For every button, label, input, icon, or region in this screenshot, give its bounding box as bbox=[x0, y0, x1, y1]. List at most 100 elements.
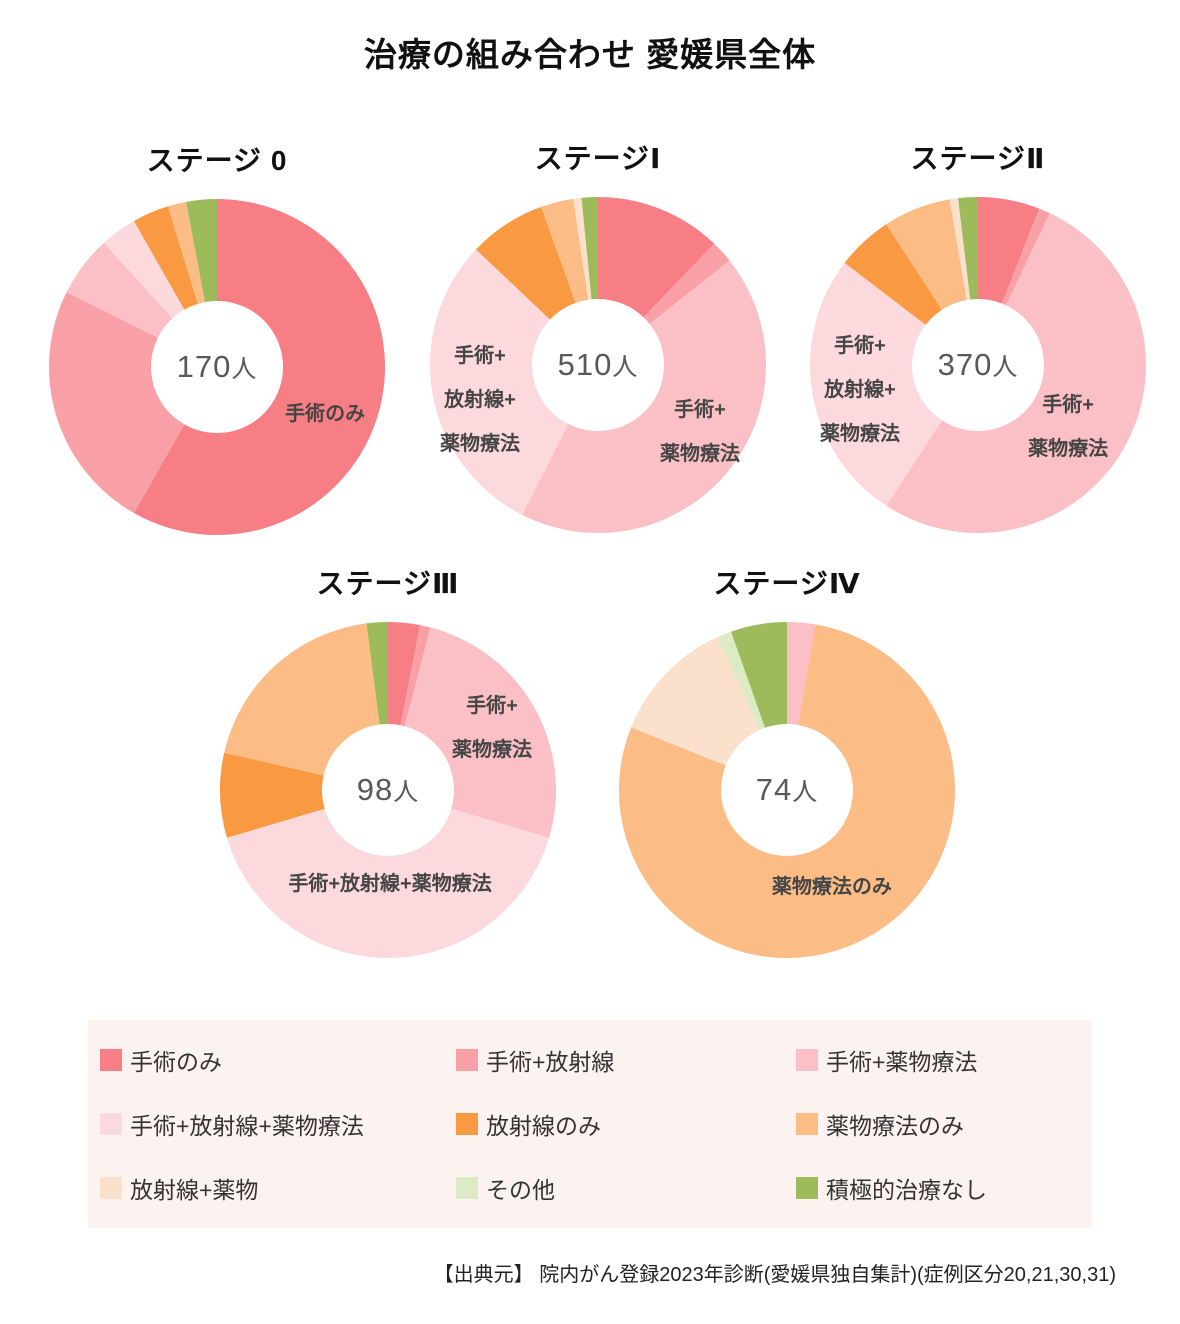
total-value: 74 bbox=[755, 772, 793, 807]
donut-chart-stage-1: ステージⅠ 510人 手術+ 放射線+ 薬物療法 手術+ 薬物療法 bbox=[428, 143, 768, 535]
legend-swatch bbox=[796, 1113, 818, 1135]
donut-slice-no-active-treatment bbox=[186, 199, 217, 303]
donut-slice-radiation-only bbox=[475, 206, 576, 320]
donut-chart-stage-0: ステージ 0 170人 手術のみ bbox=[47, 145, 387, 537]
page-title: 治療の組み合わせ 愛媛県全体 bbox=[363, 36, 817, 73]
donut-chart-stage-3: ステージⅢ 98人 手術+ 薬物療法手術+放射線+薬物療法 bbox=[218, 568, 558, 960]
donut-slice-surgery-only bbox=[133, 199, 385, 535]
legend-swatch bbox=[100, 1113, 122, 1135]
donut-svg bbox=[220, 622, 556, 958]
donut-slice-surgery-radiation-drug bbox=[430, 249, 569, 515]
total-value: 98 bbox=[356, 772, 394, 807]
legend-item-surgery-drug: 手術+薬物療法 bbox=[796, 1043, 1092, 1077]
chart-title-stage-2: ステージⅡ bbox=[910, 143, 1046, 174]
donut-slice-no-active-treatment bbox=[958, 197, 978, 300]
legend-label: 手術のみ bbox=[130, 1049, 222, 1075]
total-unit: 人 bbox=[792, 778, 819, 806]
chart-title-stage-0: ステージ 0 bbox=[146, 145, 288, 176]
donut-slice-surgery-radiation bbox=[643, 243, 730, 324]
legend-label: 薬物療法のみ bbox=[826, 1113, 964, 1139]
chart-title-stage-3: ステージⅢ bbox=[316, 568, 460, 599]
donut-slice-no-active-treatment bbox=[366, 622, 388, 725]
legend-label: 手術+放射線+薬物療法 bbox=[130, 1113, 364, 1139]
legend-item-radiation-drug: 放射線+薬物 bbox=[100, 1171, 456, 1205]
donut-slice-radiation-drug bbox=[949, 198, 971, 300]
slice-label: 手術+ 薬物療法 bbox=[660, 398, 740, 465]
donut-slice-surgery-drug bbox=[787, 622, 816, 725]
donut-slice-surgery-only bbox=[598, 197, 715, 318]
total-count: 170人 bbox=[177, 349, 258, 385]
legend-label: 放射線+薬物 bbox=[130, 1177, 259, 1203]
chart-title-stage-1: ステージⅠ bbox=[534, 143, 662, 174]
total-unit: 人 bbox=[612, 353, 639, 381]
donut-slice-surgery-radiation bbox=[400, 625, 431, 727]
chart-title-stage-4: ステージⅣ bbox=[713, 568, 861, 599]
legend-item-radiation-only: 放射線のみ bbox=[456, 1107, 796, 1141]
total-count: 370人 bbox=[938, 347, 1019, 383]
donut-slice-surgery-drug bbox=[66, 242, 173, 338]
donut-chart-stage-4: ステージⅣ 74人 薬物療法のみ bbox=[617, 568, 957, 960]
slice-label: 手術+ 薬物療法 bbox=[1028, 393, 1109, 460]
legend-swatch bbox=[796, 1049, 818, 1071]
donut-slice-surgery-only bbox=[978, 197, 1040, 304]
donut-slice-surgery-radiation-drug bbox=[810, 262, 942, 506]
donut-slice-drug-only bbox=[886, 199, 967, 310]
donut-slice-surgery-drug bbox=[886, 213, 1146, 533]
slice-label: 手術+放射線+薬物療法 bbox=[820, 335, 901, 446]
total-unit: 人 bbox=[393, 778, 420, 806]
donut-slice-no-active-treatment bbox=[731, 622, 787, 728]
total-count: 74人 bbox=[756, 772, 819, 808]
legend-swatch bbox=[456, 1049, 478, 1071]
legend-item-other: その他 bbox=[456, 1171, 796, 1205]
legend-item-surgery-only: 手術のみ bbox=[100, 1043, 456, 1077]
total-unit: 人 bbox=[992, 353, 1019, 381]
total-count: 98人 bbox=[357, 772, 420, 808]
source-note: 【出典元】 院内がん登録2023年診断(愛媛県独自集計)(症例区分20,21,3… bbox=[433, 1264, 1116, 1286]
donut-slice-surgery-only bbox=[388, 622, 421, 726]
legend-item-surgery-radiation: 手術+放射線 bbox=[456, 1043, 796, 1077]
donut-slice-surgery-radiation-drug bbox=[103, 220, 185, 319]
legend-label: その他 bbox=[486, 1177, 555, 1203]
total-unit: 人 bbox=[231, 355, 258, 383]
donut-slice-other bbox=[717, 631, 766, 730]
donut-slice-radiation-drug bbox=[573, 197, 592, 300]
donut-slice-surgery-radiation bbox=[1002, 208, 1050, 306]
donut-slice-drug-only bbox=[619, 624, 955, 958]
total-value: 370 bbox=[937, 347, 993, 382]
legend-label: 放射線のみ bbox=[486, 1113, 601, 1139]
total-count: 510人 bbox=[558, 347, 639, 383]
legend-swatch bbox=[100, 1049, 122, 1071]
donut-slice-surgery-drug bbox=[404, 627, 556, 838]
slice-label: 手術のみ bbox=[285, 402, 366, 425]
donut-slice-surgery-radiation-drug bbox=[226, 808, 550, 958]
donut-slice-radiation-drug bbox=[631, 636, 760, 766]
donut-slice-radiation-only bbox=[133, 206, 198, 310]
legend-item-drug-only: 薬物療法のみ bbox=[796, 1107, 1092, 1141]
donut-slice-radiation-only bbox=[220, 752, 325, 838]
donut-slice-no-active-treatment bbox=[581, 197, 598, 300]
donut-slice-drug-only bbox=[224, 623, 380, 776]
legend-label: 手術+薬物療法 bbox=[826, 1049, 978, 1075]
donut-svg bbox=[619, 622, 955, 958]
legend-label: 積極的治療なし bbox=[826, 1177, 987, 1203]
donut-slice-drug-only bbox=[541, 198, 589, 303]
total-value: 170 bbox=[176, 349, 232, 384]
donut-slice-surgery-drug bbox=[522, 260, 766, 533]
slice-label: 手術+ 薬物療法 bbox=[452, 695, 533, 762]
donut-svg bbox=[48, 199, 385, 535]
slice-label: 手術+放射線+薬物療法 bbox=[440, 345, 521, 456]
donut-slice-surgery-radiation bbox=[48, 292, 185, 514]
legend-item-no-active-treatment: 積極的治療なし bbox=[796, 1171, 1092, 1205]
legend-item-surgery-radiation-drug: 手術+放射線+薬物療法 bbox=[100, 1107, 456, 1141]
total-value: 510 bbox=[557, 347, 613, 382]
legend-swatch bbox=[456, 1177, 478, 1199]
donut-svg bbox=[430, 197, 766, 533]
donut-svg bbox=[810, 197, 1146, 533]
slice-label: 薬物療法のみ bbox=[771, 875, 892, 898]
legend-swatch bbox=[796, 1177, 818, 1199]
legend-label: 手術+放射線 bbox=[486, 1049, 615, 1075]
legend-swatch bbox=[100, 1177, 122, 1199]
slice-label: 手術+放射線+薬物療法 bbox=[288, 872, 492, 895]
legend-swatch bbox=[456, 1113, 478, 1135]
legend: 手術のみ 手術+放射線 手術+薬物療法 手術+放射線+薬物療法 放射線のみ 薬物… bbox=[88, 1020, 1092, 1228]
